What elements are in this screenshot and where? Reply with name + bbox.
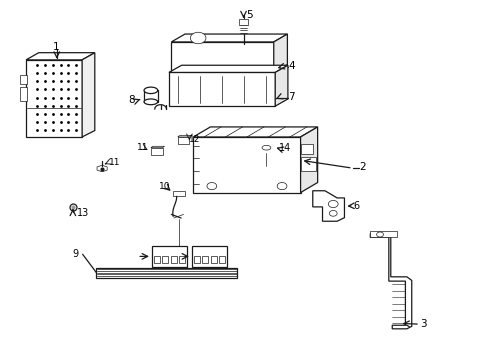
Text: 3: 3: [419, 319, 426, 329]
Bar: [170, 256, 176, 263]
Bar: [20, 75, 27, 84]
Text: 9: 9: [73, 249, 79, 259]
Bar: [96, 267, 236, 278]
Bar: [193, 256, 199, 263]
Bar: [202, 256, 208, 263]
Bar: [193, 137, 300, 193]
Circle shape: [190, 32, 205, 44]
Polygon shape: [273, 34, 287, 72]
Bar: [162, 256, 168, 263]
Bar: [20, 87, 27, 101]
Polygon shape: [369, 234, 411, 329]
Text: 6: 6: [353, 201, 359, 211]
Bar: [369, 231, 396, 237]
Text: 2: 2: [358, 162, 365, 172]
Polygon shape: [97, 165, 107, 172]
Bar: [168, 72, 275, 106]
Text: 5: 5: [245, 10, 252, 20]
Bar: [171, 42, 273, 72]
Text: 11: 11: [109, 158, 120, 167]
Ellipse shape: [144, 99, 158, 105]
Polygon shape: [151, 146, 164, 148]
Ellipse shape: [144, 87, 158, 94]
Bar: [154, 256, 159, 263]
Ellipse shape: [262, 145, 270, 150]
Bar: [300, 157, 316, 171]
Polygon shape: [193, 127, 317, 137]
Text: 13: 13: [77, 208, 89, 218]
Bar: [177, 137, 189, 144]
Text: 4: 4: [288, 61, 294, 71]
Ellipse shape: [256, 142, 276, 153]
Polygon shape: [26, 53, 95, 60]
Text: 11: 11: [137, 143, 148, 152]
Text: 1: 1: [53, 42, 60, 52]
Bar: [151, 148, 162, 155]
Polygon shape: [171, 34, 287, 42]
Text: 8: 8: [128, 95, 135, 105]
Text: 7: 7: [288, 92, 294, 102]
Text: 14: 14: [278, 143, 290, 153]
Circle shape: [277, 183, 286, 190]
Circle shape: [376, 232, 383, 237]
Circle shape: [328, 201, 337, 208]
Bar: [179, 256, 184, 263]
Bar: [152, 246, 186, 267]
Bar: [191, 246, 226, 267]
Polygon shape: [168, 65, 287, 72]
Bar: [219, 256, 224, 263]
Circle shape: [206, 183, 216, 190]
Bar: [300, 144, 312, 154]
Bar: [210, 256, 216, 263]
Circle shape: [329, 211, 336, 216]
Polygon shape: [82, 53, 95, 137]
Bar: [172, 191, 184, 197]
Polygon shape: [275, 65, 287, 106]
Bar: [26, 60, 82, 137]
Polygon shape: [312, 191, 344, 221]
Text: 10: 10: [159, 182, 170, 191]
Polygon shape: [300, 127, 317, 193]
Polygon shape: [177, 135, 191, 137]
Text: 12: 12: [189, 135, 201, 144]
Bar: [238, 19, 248, 25]
